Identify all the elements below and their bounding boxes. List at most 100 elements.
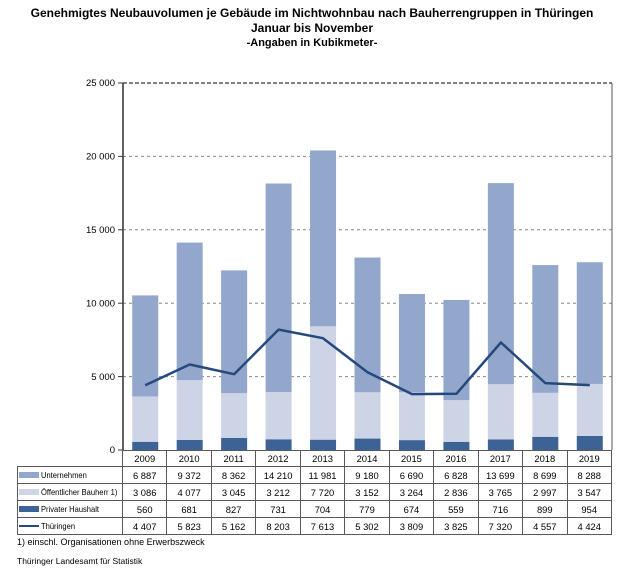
table-value-cell: 704	[300, 501, 346, 518]
bar-segment	[487, 384, 514, 440]
table-corner-cell	[17, 450, 123, 467]
y-axis-label: 20 000	[86, 152, 115, 163]
table-value-cell: 6 690	[389, 467, 435, 484]
bar-segment	[221, 437, 248, 450]
table-value-cell: 14 210	[256, 467, 301, 484]
bar-segment	[398, 392, 425, 441]
y-axis-label: 25 000	[86, 78, 115, 89]
year-header-cell: 2013	[300, 450, 346, 467]
table-value-cell: 11 981	[300, 467, 346, 484]
bar-segment	[310, 326, 337, 440]
table-value-cell: 3 765	[478, 484, 524, 501]
table-value-cell: 6 887	[123, 467, 168, 484]
bar-segment	[265, 183, 292, 393]
bar-segment	[265, 439, 292, 450]
bar-segment	[176, 440, 203, 450]
table-value-cell: 8 699	[523, 467, 568, 484]
legend-label: Privater Haushalt	[41, 504, 100, 514]
legend-swatch	[19, 472, 39, 478]
bar-segment	[576, 262, 603, 384]
table-value-cell: 4 077	[167, 484, 212, 501]
year-header-cell: 2011	[211, 450, 257, 467]
table-value-cell: 7 720	[300, 484, 346, 501]
table-value-cell: 560	[123, 501, 168, 518]
legend-label: Thüringen	[41, 521, 76, 531]
legend-label: Unternehmen	[41, 470, 87, 480]
bar-segment	[398, 293, 425, 393]
bar-segment	[354, 257, 381, 393]
bar-segment	[532, 265, 559, 393]
table-value-cell: 7 320	[478, 518, 524, 535]
y-axis-label: 5 000	[91, 372, 115, 383]
year-header-cell: 2015	[389, 450, 435, 467]
table-value-cell: 9 372	[167, 467, 212, 484]
year-header-cell: 2016	[434, 450, 479, 467]
legend-swatch	[19, 489, 39, 495]
table-value-cell: 8 288	[567, 467, 612, 484]
year-header-cell: 2014	[345, 450, 390, 467]
table-value-cell: 3 086	[123, 484, 168, 501]
legend-cell: Thüringen	[17, 518, 123, 535]
y-axis-label: 15 000	[86, 225, 115, 236]
table-value-cell: 6 828	[434, 467, 479, 484]
chart-title-block: Genehmigtes Neubauvolumen je Gebäude im …	[0, 6, 624, 50]
legend-cell: Öffentlicher Bauherr 1)	[17, 484, 123, 501]
footnote-text: 1) einschl. Organisationen ohne Erwerbsz…	[17, 537, 205, 547]
y-axis-label: 0	[110, 445, 115, 456]
table-value-cell: 8 362	[211, 467, 257, 484]
bar-segment	[532, 392, 559, 437]
table-value-cell: 899	[523, 501, 568, 518]
bar-segment	[443, 441, 470, 450]
table-value-cell: 13 699	[478, 467, 524, 484]
table-value-cell: 8 203	[256, 518, 301, 535]
table-value-cell: 3 809	[389, 518, 435, 535]
bar-segment	[576, 435, 603, 450]
table-value-cell: 681	[167, 501, 212, 518]
table-value-cell: 3 212	[256, 484, 301, 501]
bar-segment	[176, 242, 203, 381]
bar-segment	[398, 440, 425, 450]
bar-segment	[576, 383, 603, 436]
table-value-cell: 2 997	[523, 484, 568, 501]
table-value-cell: 3 264	[389, 484, 435, 501]
table-value-cell: 779	[345, 501, 390, 518]
legend-label: Öffentlicher Bauherr 1)	[41, 487, 118, 497]
bar-segment	[265, 392, 292, 440]
year-header-cell: 2010	[167, 450, 212, 467]
table-value-cell: 7 613	[300, 518, 346, 535]
table-value-cell: 3 045	[211, 484, 257, 501]
chart-units-label: -Angaben in Kubikmeter-	[246, 37, 378, 49]
line-series	[144, 328, 590, 396]
year-header-cell: 2009	[123, 450, 168, 467]
table-value-cell: 674	[389, 501, 435, 518]
legend-cell: Unternehmen	[17, 467, 123, 484]
table-value-cell: 559	[434, 501, 479, 518]
bar-segment	[443, 400, 470, 442]
table-value-cell: 3 152	[345, 484, 390, 501]
table-value-cell: 2 836	[434, 484, 479, 501]
year-header-cell: 2019	[567, 450, 612, 467]
data-table: 2009 2010 2011 2012 2013 2014 2015 2016 2017 2018…	[17, 450, 612, 535]
bar-segment	[221, 393, 248, 438]
bar-segment	[132, 441, 159, 450]
table-value-cell: 3 547	[567, 484, 612, 501]
table-value-cell: 4 557	[523, 518, 568, 535]
year-header-cell: 2017	[478, 450, 524, 467]
bar-segment	[176, 380, 203, 441]
bar-segment	[310, 439, 337, 450]
legend-swatch	[19, 506, 39, 512]
table-value-cell: 5 302	[345, 518, 390, 535]
table-value-cell: 954	[567, 501, 612, 518]
bar-segment	[132, 295, 159, 397]
table-value-cell: 731	[256, 501, 301, 518]
chart-title: Genehmigtes Neubauvolumen je Gebäude im …	[30, 6, 594, 20]
year-header-cell: 2012	[256, 450, 301, 467]
bar-segment	[310, 150, 337, 327]
bar-segment	[532, 436, 559, 450]
table-value-cell: 716	[478, 501, 524, 518]
table-value-cell: 5 162	[211, 518, 257, 535]
chart-subtitle: Januar bis November	[250, 21, 374, 35]
bar-segment	[487, 439, 514, 450]
